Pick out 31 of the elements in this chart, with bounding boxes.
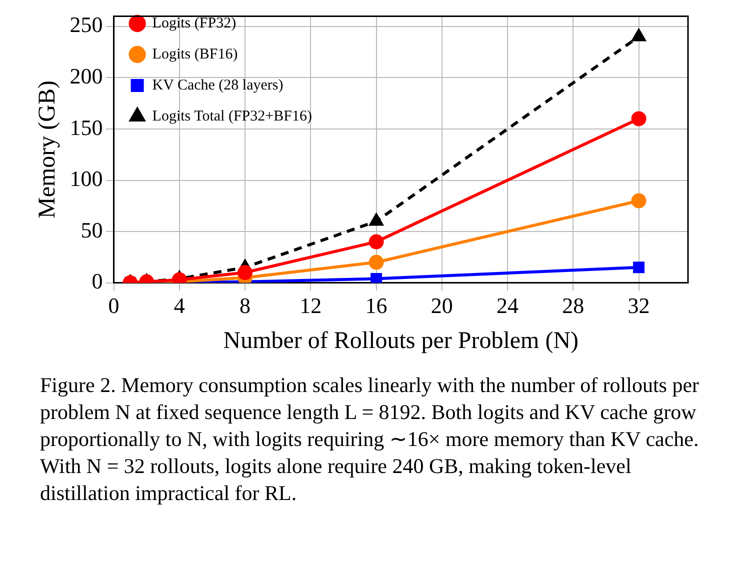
x-tick-label: 16 [365, 292, 388, 318]
x-tick-label: 12 [300, 292, 322, 318]
x-tick-label: 4 [174, 292, 185, 318]
x-axis-title: Number of Rollouts per Problem (N) [223, 328, 579, 354]
point [368, 234, 384, 250]
y-tick-label: 0 [92, 268, 103, 294]
x-tick-label: 0 [108, 292, 120, 318]
point [632, 29, 646, 42]
point [633, 262, 645, 274]
x-tick-label: 24 [496, 292, 519, 318]
x-tick-label: 32 [628, 292, 650, 318]
legend-label: Logits (BF16) [152, 46, 238, 62]
point [370, 214, 383, 226]
x-tick-label: 20 [430, 292, 453, 318]
point [631, 193, 646, 208]
y-tick-label: 150 [70, 114, 103, 140]
y-tick-label: 200 [70, 64, 103, 89]
x-tick-label: 8 [240, 292, 251, 318]
point [368, 254, 384, 270]
caption: Figure 2. Memory consumption scales linearly with the number of rollouts per problem N at fixed sequence length L = 8192. Both logits and KV cache grow proportionally to N, with logits requiring ∼16× more memory than KV cache. With N = 32 rollouts, logits alone require 240 GB, making token-level distillation impractical for RL. [40, 372, 700, 507]
legend-label: Logits Total (FP32+BF16) [152, 108, 312, 124]
point [238, 265, 253, 280]
y-tick-label: 250 [70, 12, 103, 38]
y-tick-label: 100 [70, 166, 103, 192]
legend-label: Logits (FP32) [152, 15, 236, 32]
y-axis-title: Memory (GB) [34, 80, 61, 218]
legend-label: KV Cache (28 layers) [152, 77, 284, 94]
y-tick-label: 50 [80, 217, 103, 242]
point [370, 272, 382, 283]
point [631, 111, 646, 126]
x-tick-label: 28 [562, 292, 584, 318]
